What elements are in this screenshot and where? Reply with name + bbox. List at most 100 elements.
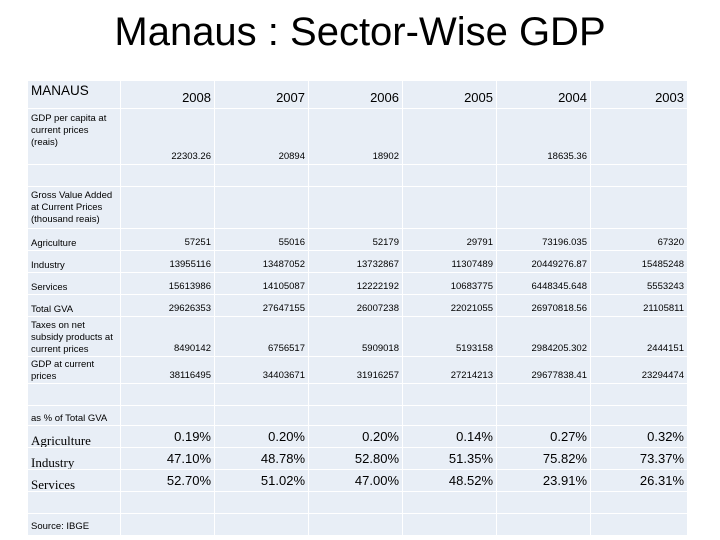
cell-value: 51.35% bbox=[402, 447, 497, 470]
year-header: 2004 bbox=[496, 80, 591, 109]
table-row: Services 52.70% 51.02% 47.00% 48.52% 23.… bbox=[27, 469, 688, 492]
row-label: Services bbox=[27, 272, 121, 295]
cell-value: 13732867 bbox=[308, 250, 403, 273]
cell-value: 27214213 bbox=[402, 356, 497, 384]
taxes-row: Taxes on net subsidy products at current… bbox=[27, 316, 688, 357]
cell-value: 20449276.87 bbox=[496, 250, 591, 273]
row-label: Total GVA bbox=[27, 294, 121, 317]
cell-value: 20894 bbox=[214, 108, 309, 165]
cell-value: 5193158 bbox=[402, 316, 497, 357]
cell-value: 0.32% bbox=[590, 425, 688, 448]
cell-value: 51.02% bbox=[214, 469, 309, 492]
year-header: 2006 bbox=[308, 80, 403, 109]
row-label: Services bbox=[27, 469, 121, 492]
cell-value: 2984205.302 bbox=[496, 316, 591, 357]
cell-value: 5553243 bbox=[590, 272, 688, 295]
cell-value: 23.91% bbox=[496, 469, 591, 492]
cell-value: 57251 bbox=[120, 228, 215, 251]
cell-value: 73196.035 bbox=[496, 228, 591, 251]
cell-value: 52.80% bbox=[308, 447, 403, 470]
cell-value: 26007238 bbox=[308, 294, 403, 317]
spacer-row bbox=[27, 164, 688, 187]
table-row: Agriculture 57251 55016 52179 29791 7319… bbox=[27, 228, 688, 251]
cell-value: 23294474 bbox=[590, 356, 688, 384]
cell-value: 29677838.41 bbox=[496, 356, 591, 384]
cell-value: 38116495 bbox=[120, 356, 215, 384]
row-label: Industry bbox=[27, 447, 121, 470]
header-label: MANAUS bbox=[27, 80, 121, 109]
cell-value: 5909018 bbox=[308, 316, 403, 357]
table-row: Total GVA 29626353 27647155 26007238 220… bbox=[27, 294, 688, 317]
row-label: Taxes on net subsidy products at current… bbox=[27, 316, 121, 357]
cell-value: 0.19% bbox=[120, 425, 215, 448]
spacer-row bbox=[27, 491, 688, 514]
year-header: 2007 bbox=[214, 80, 309, 109]
row-label: Agriculture bbox=[27, 425, 121, 448]
cell-value: 18902 bbox=[308, 108, 403, 165]
gva-header-row: Gross Value Added at Current Prices (tho… bbox=[27, 186, 688, 229]
row-label: GDP per capita at current prices (reais) bbox=[27, 108, 121, 165]
source-note: Source: IBGE bbox=[27, 513, 121, 536]
section-label: as % of Total GVA bbox=[27, 405, 121, 426]
cell-value: 18635.36 bbox=[496, 108, 591, 165]
gdp-current-row: GDP at current prices 38116495 34403671 … bbox=[27, 356, 688, 384]
cell-value: 15613986 bbox=[120, 272, 215, 295]
cell-value: 29626353 bbox=[120, 294, 215, 317]
cell-value: 52179 bbox=[308, 228, 403, 251]
header-row: MANAUS 2008 2007 2006 2005 2004 2003 bbox=[27, 80, 688, 109]
cell-value: 48.52% bbox=[402, 469, 497, 492]
row-label: Agriculture bbox=[27, 228, 121, 251]
cell-value: 27647155 bbox=[214, 294, 309, 317]
cell-value: 13955116 bbox=[120, 250, 215, 273]
gdp-table-container: MANAUS 2008 2007 2006 2005 2004 2003 GDP… bbox=[27, 80, 688, 536]
section-label: Gross Value Added at Current Prices (tho… bbox=[27, 186, 121, 229]
cell-value: 8490142 bbox=[120, 316, 215, 357]
cell-value: 21105811 bbox=[590, 294, 688, 317]
cell-value: 12222192 bbox=[308, 272, 403, 295]
cell-value: 6448345.648 bbox=[496, 272, 591, 295]
cell-value: 75.82% bbox=[496, 447, 591, 470]
gdp-per-capita-row: GDP per capita at current prices (reais)… bbox=[27, 108, 688, 165]
cell-value: 0.27% bbox=[496, 425, 591, 448]
cell-value: 11307489 bbox=[402, 250, 497, 273]
cell-value: 73.37% bbox=[590, 447, 688, 470]
cell-value: 47.00% bbox=[308, 469, 403, 492]
cell-value: 0.20% bbox=[308, 425, 403, 448]
pct-header-row: as % of Total GVA bbox=[27, 405, 688, 426]
cell-value: 48.78% bbox=[214, 447, 309, 470]
cell-value: 15485248 bbox=[590, 250, 688, 273]
cell-value: 6756517 bbox=[214, 316, 309, 357]
cell-value: 14105087 bbox=[214, 272, 309, 295]
cell-value: 47.10% bbox=[120, 447, 215, 470]
year-header: 2008 bbox=[120, 80, 215, 109]
cell-value: 2444151 bbox=[590, 316, 688, 357]
table-row: Industry 13955116 13487052 13732867 1130… bbox=[27, 250, 688, 273]
cell-value: 55016 bbox=[214, 228, 309, 251]
table-row: Services 15613986 14105087 12222192 1068… bbox=[27, 272, 688, 295]
year-header: 2005 bbox=[402, 80, 497, 109]
cell-value: 26.31% bbox=[590, 469, 688, 492]
cell-value: 52.70% bbox=[120, 469, 215, 492]
page-title: Manaus : Sector-Wise GDP bbox=[114, 10, 606, 54]
cell-value: 0.14% bbox=[402, 425, 497, 448]
spacer-row bbox=[27, 383, 688, 406]
year-header: 2003 bbox=[590, 80, 688, 109]
cell-value: 22303.26 bbox=[120, 108, 215, 165]
row-label: Industry bbox=[27, 250, 121, 273]
cell-value: 22021055 bbox=[402, 294, 497, 317]
row-label: GDP at current prices bbox=[27, 356, 121, 384]
cell-value: 10683775 bbox=[402, 272, 497, 295]
cell-value: 13487052 bbox=[214, 250, 309, 273]
cell-value: 29791 bbox=[402, 228, 497, 251]
cell-value: 34403671 bbox=[214, 356, 309, 384]
cell-value: 31916257 bbox=[308, 356, 403, 384]
source-row: Source: IBGE bbox=[27, 513, 688, 536]
table-row: Agriculture 0.19% 0.20% 0.20% 0.14% 0.27… bbox=[27, 425, 688, 448]
cell-value bbox=[402, 108, 497, 165]
cell-value: 0.20% bbox=[214, 425, 309, 448]
cell-value: 67320 bbox=[590, 228, 688, 251]
cell-value bbox=[590, 108, 688, 165]
gdp-table: MANAUS 2008 2007 2006 2005 2004 2003 GDP… bbox=[27, 80, 688, 536]
cell-value: 26970818.56 bbox=[496, 294, 591, 317]
table-row: Industry 47.10% 48.78% 52.80% 51.35% 75.… bbox=[27, 447, 688, 470]
